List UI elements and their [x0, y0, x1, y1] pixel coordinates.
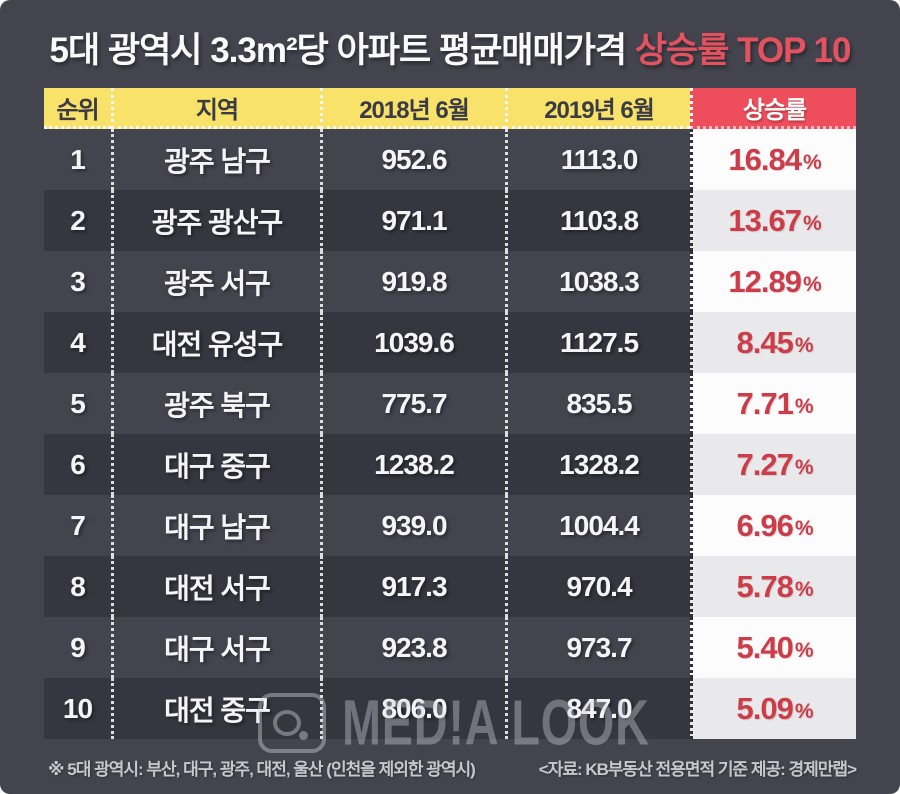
price-2018-cell: 923.8 — [320, 617, 505, 678]
table-row: 2 광주 광산구 971.1 1103.8 13.67% — [44, 190, 856, 251]
price-2019-cell: 973.7 — [505, 617, 690, 678]
rank-cell: 7 — [70, 509, 86, 541]
rank-cell: 5 — [70, 387, 86, 419]
table-row: 9 대구 서구 923.8 973.7 5.40% — [44, 617, 856, 678]
table-row: 1 광주 남구 952.6 1113.0 16.84% — [44, 129, 856, 190]
price-2018-cell: 1238.2 — [320, 434, 505, 495]
rate-cell: 7.27% — [690, 434, 856, 495]
page-title: 5대 광역시 3.3m²당 아파트 평균매매가격 상승률 TOP 10 — [0, 22, 900, 73]
rate-value: 5.78 — [736, 568, 793, 604]
price-2018-cell: 939.0 — [320, 495, 505, 556]
footnote-source: <자료: KB부동산 전용면적 기준 제공: 경제만랩> — [538, 760, 857, 779]
rate-cell: 6.96% — [690, 495, 856, 556]
rate-value: 5.40 — [736, 629, 793, 665]
price-2019-cell: 1127.5 — [505, 312, 690, 373]
percent-sign: % — [794, 638, 814, 662]
rate-cell: 12.89% — [690, 251, 856, 312]
rate-cell: 7.71% — [690, 373, 856, 434]
rank-cell: 3 — [70, 265, 86, 297]
price-2019-cell: 1038.3 — [505, 251, 690, 312]
rate-cell: 13.67% — [690, 190, 856, 251]
price-2019-cell: 1113.0 — [505, 129, 690, 190]
rate-cell: 8.45% — [690, 312, 856, 373]
region-cell: 대전 유성구 — [111, 312, 320, 373]
table-row: 7 대구 남구 939.0 1004.4 6.96% — [44, 495, 856, 556]
rate-cell: 5.40% — [690, 617, 856, 678]
rate-value: 5.09 — [736, 690, 793, 726]
table-row: 3 광주 서구 919.8 1038.3 12.89% — [44, 251, 856, 312]
percent-sign: % — [802, 150, 822, 174]
price-2019-cell: 970.4 — [505, 556, 690, 617]
rate-value: 8.45 — [736, 324, 793, 360]
table-header-row: 순위 지역 2018년 6월 2019년 6월 상승률 — [44, 88, 856, 129]
price-2018-cell: 919.8 — [320, 251, 505, 312]
percent-sign: % — [802, 272, 822, 296]
percent-sign: % — [794, 516, 814, 540]
region-cell: 대구 중구 — [111, 434, 320, 495]
rate-value: 12.89 — [728, 263, 802, 299]
region-cell: 광주 광산구 — [111, 190, 320, 251]
region-cell: 대구 남구 — [111, 495, 320, 556]
region-cell: 광주 서구 — [111, 251, 320, 312]
percent-sign: % — [794, 577, 814, 601]
rate-value: 13.67 — [728, 202, 802, 238]
header-rate: 상승률 — [690, 88, 856, 129]
table-row: 8 대전 서구 917.3 970.4 5.78% — [44, 556, 856, 617]
header-2019: 2019년 6월 — [505, 88, 690, 129]
region-cell: 광주 남구 — [111, 129, 320, 190]
rank-cell: 6 — [44, 434, 111, 495]
price-2018-cell: 806.0 — [320, 678, 505, 739]
title-main: 5대 광역시 3.3m²당 아파트 평균매매가격 — [49, 31, 635, 70]
table-row: 10 대전 중구 806.0 847.0 5.09% — [44, 678, 856, 739]
rate-cell: 5.78% — [690, 556, 856, 617]
percent-sign: % — [794, 394, 814, 418]
price-table: 순위 지역 2018년 6월 2019년 6월 상승률 1 광주 남구 952.… — [44, 88, 856, 739]
rate-cell: 16.84% — [690, 129, 856, 190]
price-2018-cell: 1039.6 — [320, 312, 505, 373]
percent-sign: % — [802, 211, 822, 235]
header-2018: 2018년 6월 — [320, 88, 505, 129]
header-region: 지역 — [111, 88, 320, 129]
table-row: 4 대전 유성구 1039.6 1127.5 8.45% — [44, 312, 856, 373]
price-2018-cell: 775.7 — [320, 373, 505, 434]
region-cell: 광주 북구 — [111, 373, 320, 434]
price-2018-cell: 952.6 — [320, 129, 505, 190]
rate-cell: 5.09% — [690, 678, 856, 739]
table-row: 6 대구 중구 1238.2 1328.2 7.27% — [44, 434, 856, 495]
title-highlight: 상승률 TOP 10 — [634, 31, 852, 70]
price-2019-cell: 835.5 — [505, 373, 690, 434]
rate-value: 7.27 — [736, 446, 793, 482]
price-2019-cell: 1328.2 — [505, 434, 690, 495]
rate-value: 6.96 — [736, 507, 793, 543]
region-cell: 대구 서구 — [111, 617, 320, 678]
price-2018-cell: 971.1 — [320, 190, 505, 251]
percent-sign: % — [794, 699, 814, 723]
rank-cell: 8 — [44, 556, 111, 617]
rank-cell: 9 — [70, 631, 86, 663]
rate-value: 7.71 — [736, 385, 793, 421]
percent-sign: % — [794, 333, 814, 357]
region-cell: 대전 중구 — [111, 678, 320, 739]
price-2019-cell: 1004.4 — [505, 495, 690, 556]
table-row: 5 광주 북구 775.7 835.5 7.71% — [44, 373, 856, 434]
rate-value: 16.84 — [728, 141, 802, 177]
header-rank: 순위 — [44, 88, 111, 129]
footnote-definition: ※ 5대 광역시: 부산, 대구, 광주, 대전, 울산 (인천을 제외한 광역… — [48, 760, 476, 779]
price-2019-cell: 847.0 — [505, 678, 690, 739]
rank-cell: 10 — [44, 678, 111, 739]
price-2018-cell: 917.3 — [320, 556, 505, 617]
region-cell: 대전 서구 — [111, 556, 320, 617]
rank-cell: 2 — [44, 190, 111, 251]
table-body: 1 광주 남구 952.6 1113.0 16.84% 2 광주 광산구 971… — [44, 129, 856, 739]
price-2019-cell: 1103.8 — [505, 190, 690, 251]
rank-cell: 1 — [70, 143, 86, 175]
rank-cell: 4 — [44, 312, 111, 373]
percent-sign: % — [794, 455, 814, 479]
